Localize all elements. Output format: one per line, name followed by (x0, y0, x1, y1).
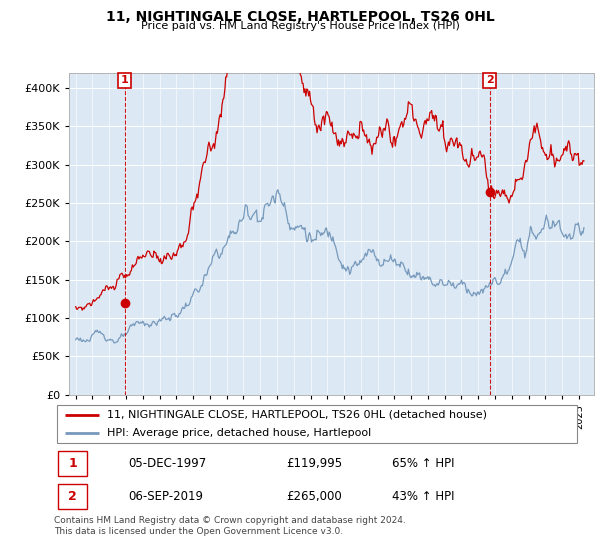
Text: 06-SEP-2019: 06-SEP-2019 (128, 489, 203, 502)
Text: 11, NIGHTINGALE CLOSE, HARTLEPOOL, TS26 0HL (detached house): 11, NIGHTINGALE CLOSE, HARTLEPOOL, TS26 … (107, 409, 487, 419)
Text: Contains HM Land Registry data © Crown copyright and database right 2024.
This d: Contains HM Land Registry data © Crown c… (54, 516, 406, 536)
Text: 2: 2 (68, 489, 77, 502)
Text: £119,995: £119,995 (286, 457, 343, 470)
Text: 11, NIGHTINGALE CLOSE, HARTLEPOOL, TS26 0HL: 11, NIGHTINGALE CLOSE, HARTLEPOOL, TS26 … (106, 10, 494, 24)
FancyBboxPatch shape (58, 483, 87, 508)
Text: 43% ↑ HPI: 43% ↑ HPI (392, 489, 454, 502)
Text: 65% ↑ HPI: 65% ↑ HPI (392, 457, 454, 470)
FancyBboxPatch shape (56, 405, 577, 443)
FancyBboxPatch shape (58, 451, 87, 476)
Text: 1: 1 (121, 76, 128, 86)
Text: HPI: Average price, detached house, Hartlepool: HPI: Average price, detached house, Hart… (107, 428, 371, 438)
Text: 2: 2 (485, 76, 493, 86)
Text: 1: 1 (68, 457, 77, 470)
Text: 05-DEC-1997: 05-DEC-1997 (128, 457, 206, 470)
Text: £265,000: £265,000 (286, 489, 342, 502)
Text: Price paid vs. HM Land Registry's House Price Index (HPI): Price paid vs. HM Land Registry's House … (140, 21, 460, 31)
